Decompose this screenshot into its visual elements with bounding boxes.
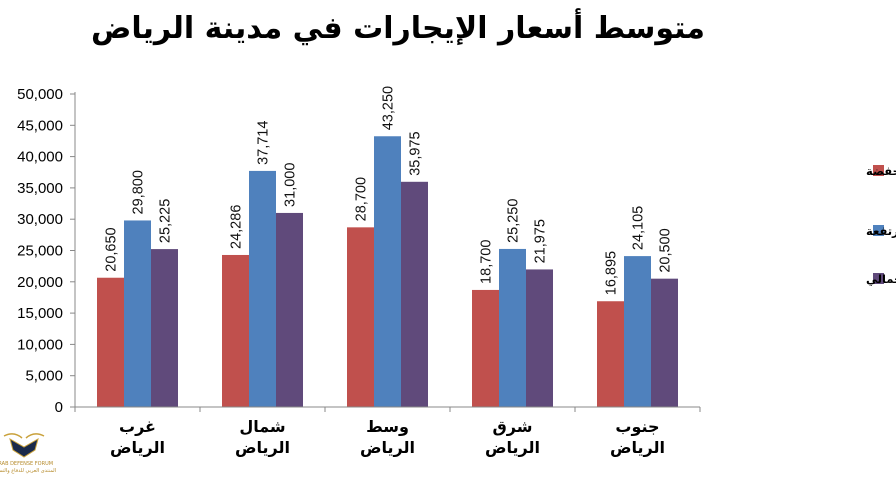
bar (347, 227, 374, 407)
data-label: 21,975 (533, 219, 549, 263)
data-label: 37,714 (256, 121, 272, 165)
data-label: 25,250 (506, 199, 522, 243)
bar (651, 278, 678, 407)
data-label: 25,225 (158, 199, 174, 243)
data-label: 24,105 (631, 206, 647, 250)
x-tick-label: الرياض (235, 438, 290, 457)
y-tick-label: 5,000 (25, 368, 63, 385)
bar (249, 170, 276, 407)
x-axis: غرب الرياض شمال الرياض وسط الرياض شرق الرياض جنو… (74, 406, 701, 457)
watermark-text: ARAB DEFENSE FORUM (0, 461, 53, 467)
legend-swatch (873, 225, 884, 236)
legend-label: متوسط الأسعار المنخفضة (866, 164, 896, 179)
y-tick-label: 0 (55, 399, 63, 416)
data-label: 28,700 (354, 177, 370, 221)
x-tick-label: الرياض (110, 438, 165, 457)
y-tick-label: 25,000 (17, 243, 63, 260)
x-tick-label: الرياض (485, 438, 540, 457)
x-tick-label: الرياض (360, 438, 415, 457)
bar (151, 249, 178, 407)
x-tick-label: شرق (493, 417, 533, 436)
data-label: 29,800 (131, 170, 147, 214)
legend-label: المتوسط الإجمالي (866, 272, 896, 287)
data-label: 16,895 (604, 251, 620, 295)
y-tick-label: 20,000 (17, 274, 63, 291)
bars-group (97, 136, 678, 407)
data-label: 43,250 (381, 86, 397, 130)
x-tick-label: الرياض (610, 438, 665, 457)
bar (526, 269, 553, 407)
bar (499, 248, 526, 407)
x-tick-label: غرب (119, 417, 156, 436)
y-tick-label: 50,000 (17, 86, 63, 103)
watermark-subtext: المنتدى العربي للدفاع والتسليح (0, 468, 56, 474)
x-tick-label: وسط (366, 417, 409, 436)
bar (624, 256, 651, 407)
y-tick-label: 30,000 (17, 211, 63, 228)
bar (472, 289, 499, 407)
data-label: 20,650 (104, 227, 120, 271)
y-tick-label: 45,000 (17, 117, 63, 134)
bar (124, 220, 151, 407)
bar (597, 301, 624, 407)
data-label: 24,286 (229, 205, 245, 249)
bar (222, 254, 249, 407)
y-tick-label: 10,000 (17, 336, 63, 353)
y-axis: 0 5,000 10,000 15,000 20,000 25,000 30,000 35,0… (17, 86, 76, 416)
legend-swatch (873, 273, 884, 284)
bar (97, 277, 124, 407)
value-labels: 20,650 29,800 25,225 24,286 37,714 31,000 28,7… (104, 86, 674, 295)
bar (276, 212, 303, 407)
legend: متوسط الأسعار المنخفضة متوسط الأسعار المر… (866, 164, 896, 287)
bar (401, 181, 428, 407)
y-tick-label: 15,000 (17, 305, 63, 322)
legend-swatch (873, 165, 884, 176)
y-tick-label: 35,000 (17, 180, 63, 197)
chart-title: متوسط أسعار الإيجارات في مدينة الرياض (91, 8, 705, 46)
data-label: 18,700 (479, 240, 495, 284)
data-label: 31,000 (283, 163, 299, 207)
data-label: 20,500 (658, 228, 674, 272)
wings-icon (3, 433, 45, 439)
shield-icon (9, 437, 39, 458)
x-tick-label: جنوب (615, 417, 659, 436)
legend-label: متوسط الأسعار المرتفعة (866, 224, 896, 239)
x-tick-label: شمال (239, 417, 285, 436)
bar (374, 136, 401, 407)
y-tick-label: 40,000 (17, 149, 63, 166)
data-label: 35,975 (408, 131, 424, 175)
